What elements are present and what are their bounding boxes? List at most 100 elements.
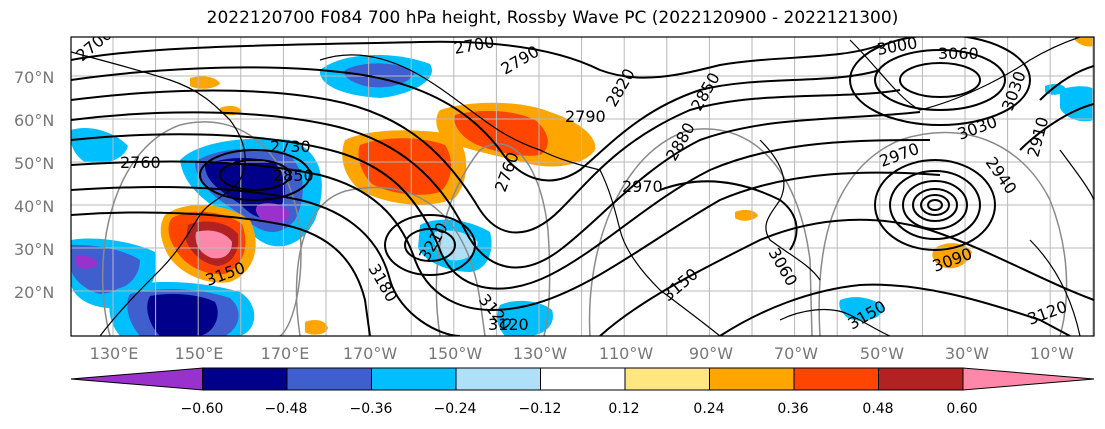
colorbar-swatch	[878, 367, 964, 391]
height-contour	[71, 66, 881, 182]
coastline-south-america	[779, 309, 891, 336]
colorbar-swatch	[286, 367, 372, 391]
lon-label: 90°W	[688, 344, 734, 363]
height-contour	[599, 218, 1094, 336]
lat-label: 20°N	[14, 283, 55, 302]
colorbar-tick-label: −0.24	[433, 401, 477, 417]
colorbar-swatch	[70, 367, 203, 391]
contour-label: 2790	[565, 107, 606, 126]
height-contour	[219, 159, 291, 191]
height-contour	[71, 111, 921, 269]
contour-label: 2760	[120, 153, 161, 172]
height-contour	[902, 180, 968, 230]
colorbar-tick-label: 0.48	[862, 401, 894, 417]
contour-label: 3120	[488, 315, 529, 334]
lat-label: 70°N	[14, 68, 55, 87]
positive-anomaly-region	[1075, 37, 1094, 47]
contour-label: 3060	[938, 44, 979, 63]
wave-arc	[588, 128, 813, 336]
contour-label: 2850	[273, 166, 314, 185]
colorbar-swatch	[540, 367, 626, 391]
lon-label: 130°W	[512, 344, 568, 363]
height-contour	[71, 40, 881, 79]
coastline-north-america-east	[759, 139, 821, 281]
colorbar-tick-label: 0.60	[946, 401, 978, 417]
lon-label: 150°W	[427, 344, 483, 363]
colorbar-swatch	[371, 367, 457, 391]
colorbar-swatch	[793, 367, 879, 391]
lon-label: 130°E	[89, 344, 139, 363]
lat-label: 40°N	[14, 197, 55, 216]
colorbar-tick-label: −0.60	[180, 401, 224, 417]
negative-anomaly-region	[205, 157, 285, 219]
lat-label: 50°N	[14, 154, 55, 173]
negative-anomaly-region	[255, 203, 290, 224]
wave-arc	[295, 186, 486, 336]
height-contour	[899, 62, 981, 98]
negative-anomaly-region	[1060, 86, 1094, 122]
coastline-greenland	[849, 37, 1081, 111]
wave-arc	[818, 131, 1068, 336]
height-contour	[404, 228, 456, 262]
lon-label: 170°E	[260, 344, 310, 363]
height-contour	[659, 180, 798, 251]
height-contour	[71, 89, 901, 234]
lon-label: 170°W	[342, 344, 398, 363]
colorbar-tick-label: 0.24	[693, 401, 725, 417]
height-contour	[912, 188, 958, 222]
coastline-alaska	[319, 54, 601, 171]
lon-label: 30°W	[944, 344, 990, 363]
negative-anomaly-region	[75, 255, 98, 269]
colorbar-swatch	[709, 367, 795, 391]
height-contour	[71, 211, 371, 336]
colorbar	[70, 367, 1095, 391]
height-contour	[71, 186, 461, 336]
colorbar-tick-label: −0.12	[518, 401, 562, 417]
colorbar-swatch	[455, 367, 541, 391]
positive-anomaly-region	[190, 76, 220, 89]
map-frame	[70, 36, 1095, 337]
map-panel: 2700 2700 2760 2790 2790 2820 2850 2880 …	[71, 32, 1094, 336]
height-contour	[71, 160, 941, 311]
colorbar-tick-label: 0.36	[777, 401, 809, 417]
lon-label: 70°W	[773, 344, 819, 363]
wave-arc	[101, 121, 302, 336]
colorbar-tick-label: 0.12	[608, 401, 640, 417]
positive-anomaly-region	[305, 320, 328, 335]
map-title: 2022120700 F084 700 hPa height, Rossby W…	[206, 8, 899, 28]
height-contour	[889, 170, 981, 240]
contour-label: 2700	[452, 32, 495, 58]
height-contour	[384, 214, 476, 276]
coastline-asia	[71, 51, 246, 336]
height-contour	[874, 159, 996, 251]
height-contour	[849, 37, 1031, 126]
colorbar-tick-label: −0.48	[264, 401, 308, 417]
coastline-europe-africa	[1029, 149, 1094, 336]
lat-label: 30°N	[14, 240, 55, 259]
lon-label: 10°W	[1029, 344, 1075, 363]
coastlines	[71, 37, 1094, 336]
anomaly-shading	[71, 37, 1094, 336]
lon-label: 50°W	[859, 344, 905, 363]
height-contour	[874, 49, 1006, 111]
height-contour	[1019, 65, 1094, 151]
positive-anomaly-region	[195, 230, 232, 259]
lat-label: 60°N	[14, 111, 55, 130]
contour-label: 2730	[270, 137, 311, 156]
height-contour	[927, 199, 943, 211]
lon-label: 110°W	[598, 344, 654, 363]
height-contour	[71, 133, 931, 290]
height-contour	[719, 283, 1071, 336]
colorbar-swatch	[624, 367, 710, 391]
contour-label: 2970	[622, 177, 663, 196]
lon-label: 150°E	[174, 344, 224, 363]
height-contour	[199, 149, 311, 201]
colorbar-tick-label: −0.36	[349, 401, 393, 417]
negative-anomaly-region	[147, 294, 218, 336]
contour-label: 3000	[875, 33, 918, 59]
colorbar-swatch	[202, 367, 288, 391]
negative-anomaly-region	[344, 63, 415, 88]
colorbar-swatch	[962, 367, 1095, 391]
height-contour	[920, 194, 950, 216]
